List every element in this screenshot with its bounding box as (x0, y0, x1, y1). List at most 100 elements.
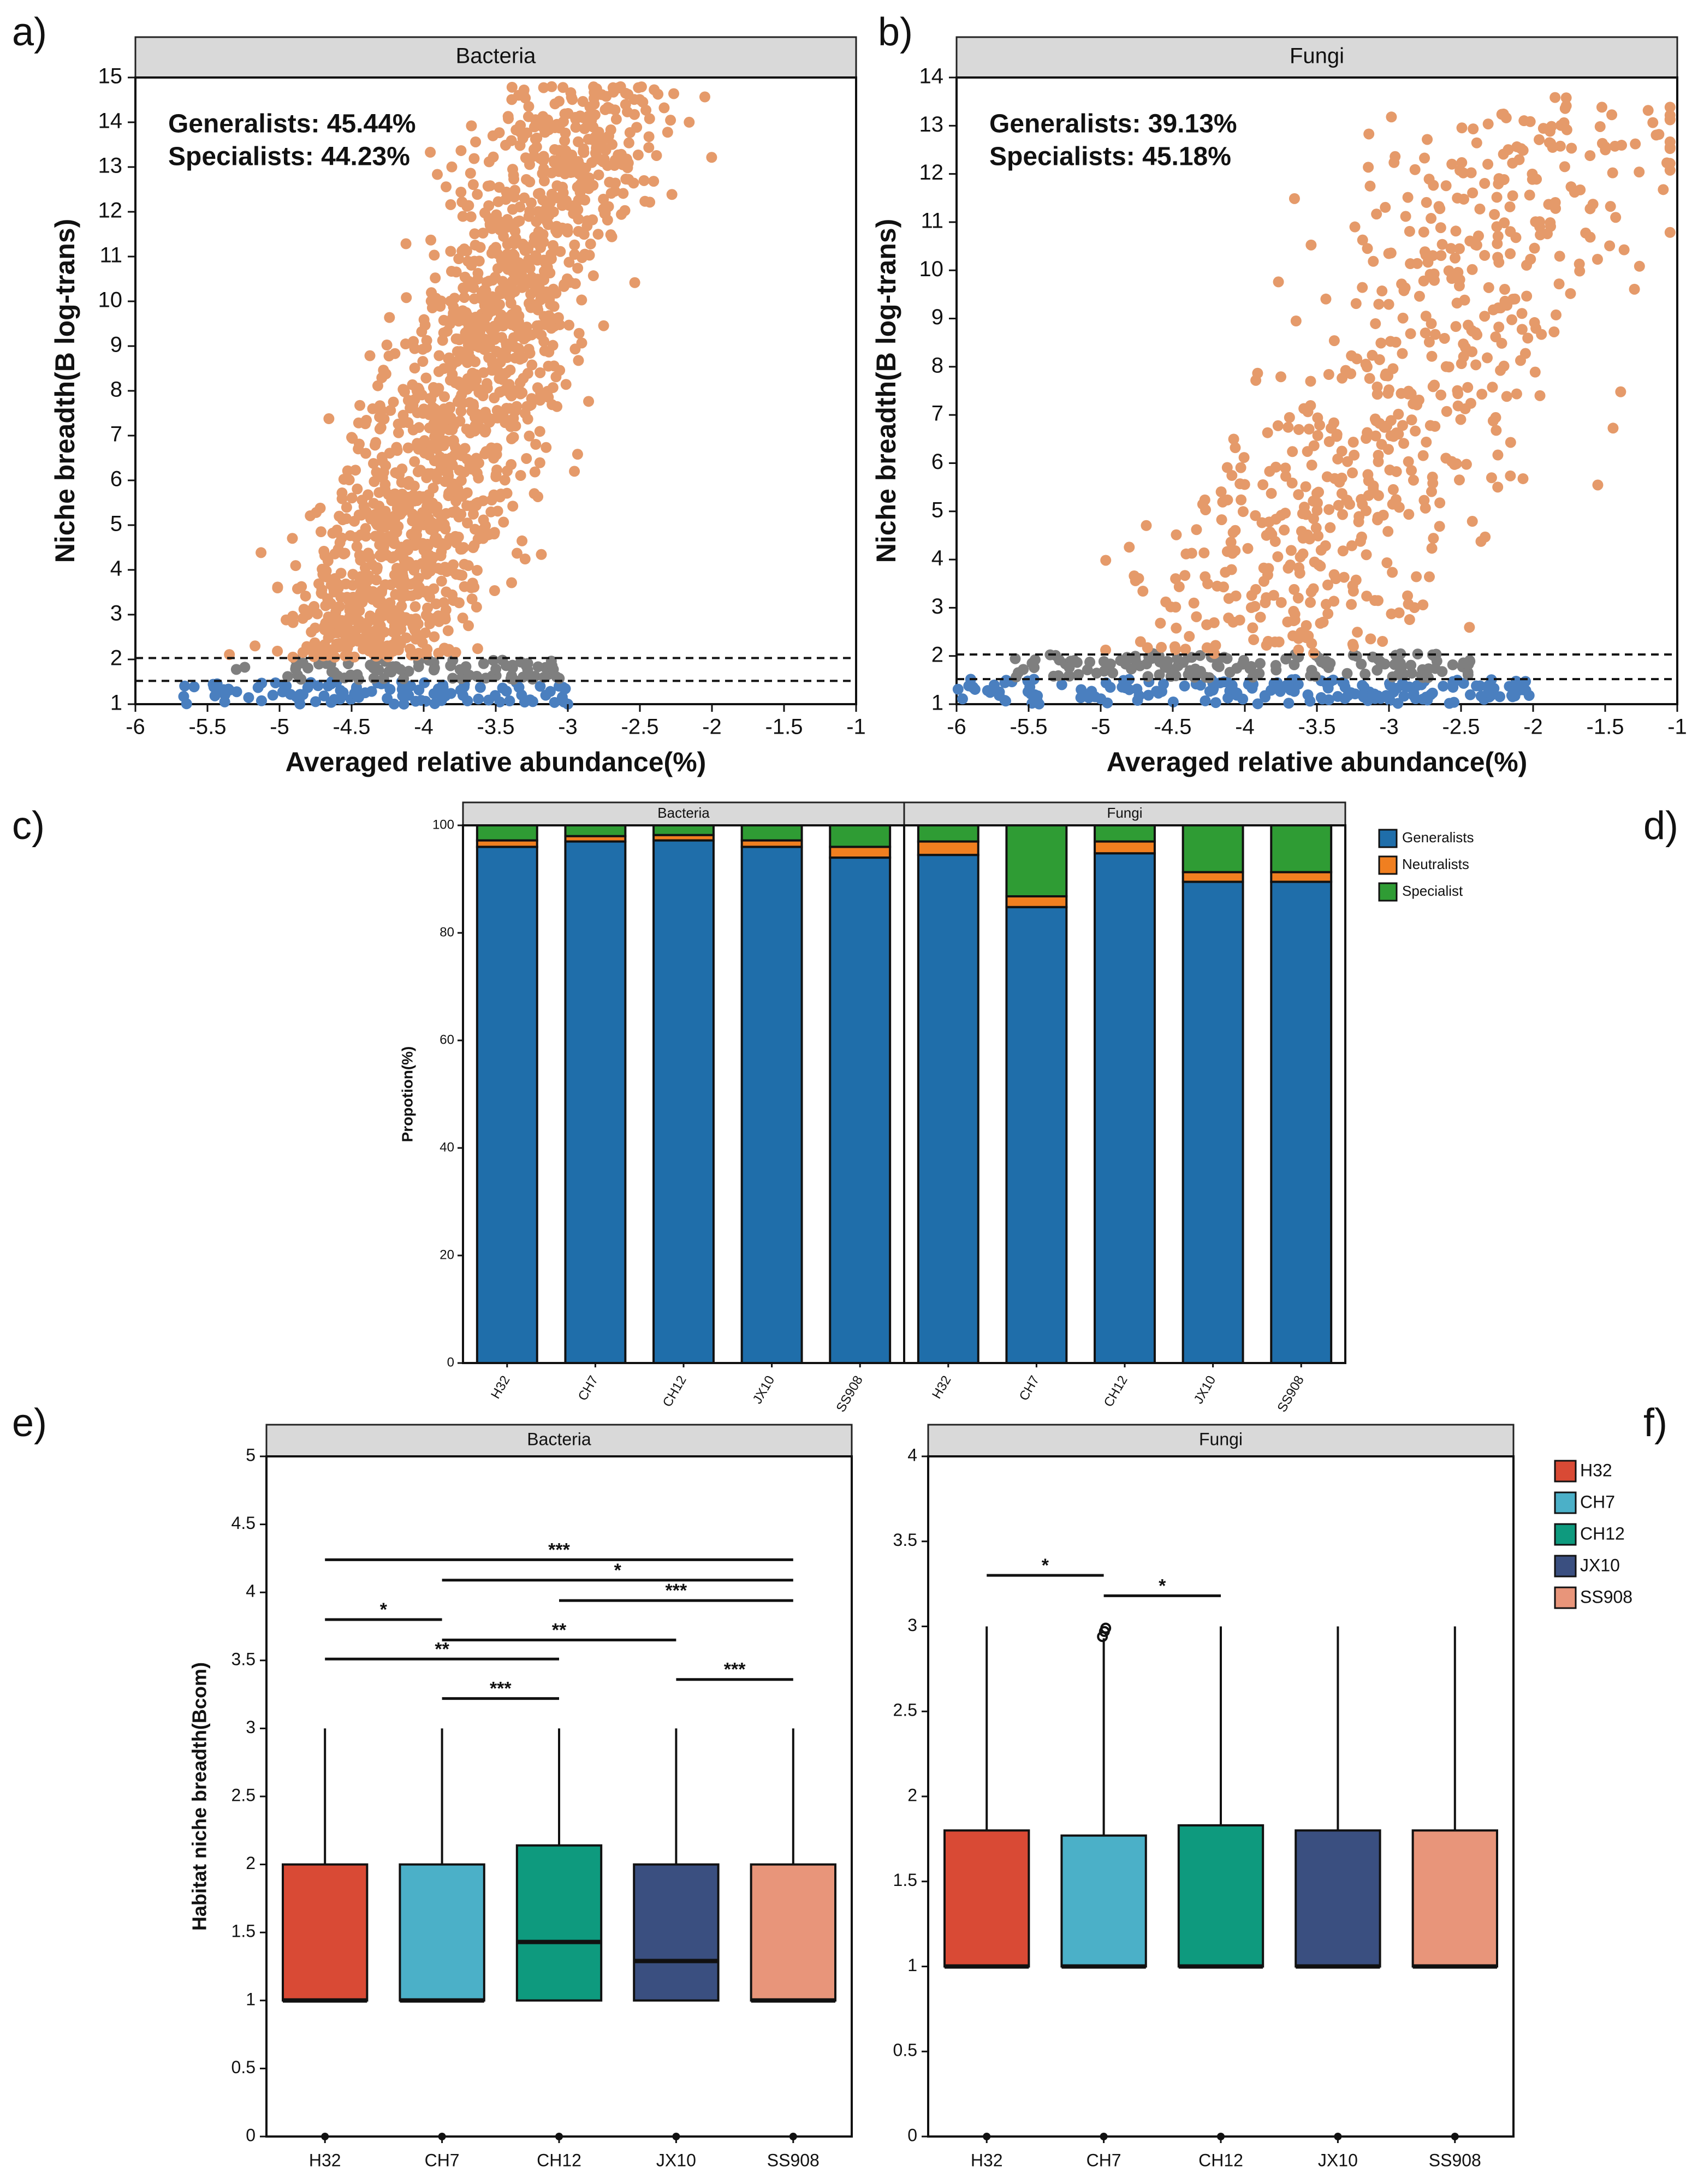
bar-segment-specialist (1005, 824, 1068, 898)
point-neutral (1393, 656, 1404, 668)
point-generalist (498, 516, 509, 528)
point-generalist (292, 583, 303, 594)
point-specialist (405, 680, 417, 692)
x-tick-label: -4 (1235, 715, 1255, 739)
point-generalist (577, 96, 589, 107)
facet-strip (903, 801, 1346, 826)
point-neutral (1416, 669, 1427, 681)
point-generalist (537, 155, 549, 166)
y-tick-label: 12 (98, 199, 123, 223)
point-generalist (1456, 358, 1467, 370)
point-generalist (542, 216, 553, 228)
y-axis-label: Niche breadth(B log-trans) (871, 219, 901, 563)
point-specialist (1403, 681, 1415, 693)
point-neutral (1084, 656, 1096, 668)
point-generalist (1357, 282, 1368, 293)
point-generalist (1491, 192, 1503, 203)
plot-frame (903, 824, 1346, 1364)
point-generalist (684, 116, 695, 128)
point-neutral (1203, 672, 1215, 683)
point-generalist (472, 189, 483, 200)
point-generalist (1470, 359, 1482, 371)
point-generalist (518, 372, 529, 384)
point-generalist (438, 519, 450, 530)
point-generalist (1391, 466, 1402, 477)
point-generalist (470, 312, 482, 323)
bar-segment-generalists (476, 846, 538, 1364)
point-generalist (1238, 452, 1250, 463)
point-generalist (544, 294, 555, 305)
point-generalist (1377, 635, 1388, 647)
point-neutral (1064, 662, 1075, 674)
point-generalist (444, 401, 455, 413)
y-tick-label: 4.5 (231, 1513, 256, 1533)
bar-segment-generalists (1270, 880, 1333, 1365)
point-generalist (1344, 498, 1356, 510)
point-generalist (1403, 456, 1414, 467)
point-generalist (1506, 314, 1518, 325)
point-generalist (1361, 505, 1372, 516)
point-specialist (1076, 684, 1087, 695)
point-generalist (1245, 602, 1257, 614)
point-generalist (1566, 142, 1577, 154)
point-generalist (651, 150, 662, 161)
point-generalist (1226, 470, 1238, 481)
legend-swatch-jx10 (1554, 1555, 1577, 1578)
annotation-specialists: Specialists: 44.23% (168, 142, 410, 171)
point-generalist (352, 635, 364, 647)
point-generalist (465, 168, 476, 179)
point-generalist (351, 541, 363, 552)
point-generalist (557, 82, 569, 93)
point-generalist (1507, 157, 1518, 169)
y-tick-label: 3 (931, 594, 943, 618)
point-specialist (1285, 685, 1296, 696)
point-generalist (532, 304, 544, 316)
point-generalist (629, 277, 640, 288)
point-generalist (500, 139, 512, 151)
facet-bacteria: Bacteria H32 CH7 CH12 JX10 SS908 (462, 801, 905, 1415)
y-axis-label: Niche breadth(B log-trans) (50, 219, 80, 563)
point-generalist (378, 541, 389, 552)
point-generalist (509, 192, 520, 203)
point-generalist (528, 151, 539, 162)
point-generalist (498, 230, 509, 242)
point-specialist (494, 696, 506, 707)
x-tick-label: CH12 (537, 2150, 581, 2170)
point-generalist (467, 378, 479, 390)
point-generalist (390, 467, 401, 478)
point-generalist (371, 564, 383, 575)
point-generalist (1363, 162, 1374, 173)
point-generalist (408, 480, 420, 492)
point-generalist (1463, 319, 1474, 331)
point-generalist (1393, 408, 1404, 420)
significance-label: * (614, 1560, 622, 1581)
y-tick-label: 80 (440, 925, 454, 939)
point-generalist (538, 82, 549, 93)
point-specialist (535, 681, 546, 692)
x-tick-label: -2.5 (621, 715, 659, 739)
point-generalist (1421, 436, 1432, 448)
point-generalist (1305, 376, 1316, 387)
point-generalist (1210, 640, 1221, 651)
y-tick-label: 5 (931, 498, 943, 522)
point-generalist (1373, 490, 1384, 501)
point-generalist (549, 144, 560, 155)
point-generalist (1511, 388, 1522, 400)
point-generalist (615, 148, 627, 160)
point-generalist (1527, 174, 1538, 185)
point-generalist (442, 646, 454, 657)
point-generalist (1565, 181, 1577, 193)
point-generalist (514, 201, 526, 213)
point-generalist (1376, 285, 1388, 297)
point-generalist (1550, 203, 1562, 214)
x-tick-label: H32 (971, 2150, 1003, 2170)
point-generalist (1439, 332, 1450, 344)
point-generalist (1554, 140, 1566, 152)
y-tick-label: 4 (246, 1581, 256, 1601)
point-generalist (1156, 641, 1167, 653)
point-neutral (1387, 671, 1398, 682)
point-generalist (1505, 470, 1516, 481)
point-neutral (1270, 664, 1282, 676)
point-generalist (331, 613, 342, 624)
legend-label-jx10: JX10 (1580, 1555, 1620, 1575)
